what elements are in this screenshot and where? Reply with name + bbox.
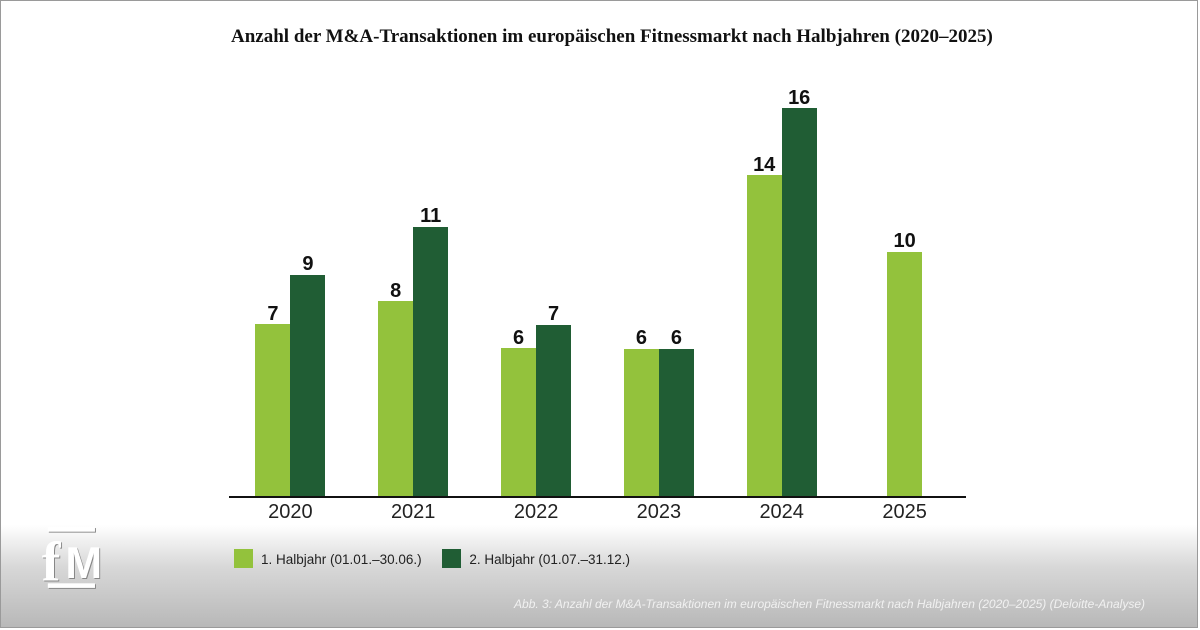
svg-text:M: M [65, 539, 102, 588]
svg-text:f: f [42, 531, 62, 593]
